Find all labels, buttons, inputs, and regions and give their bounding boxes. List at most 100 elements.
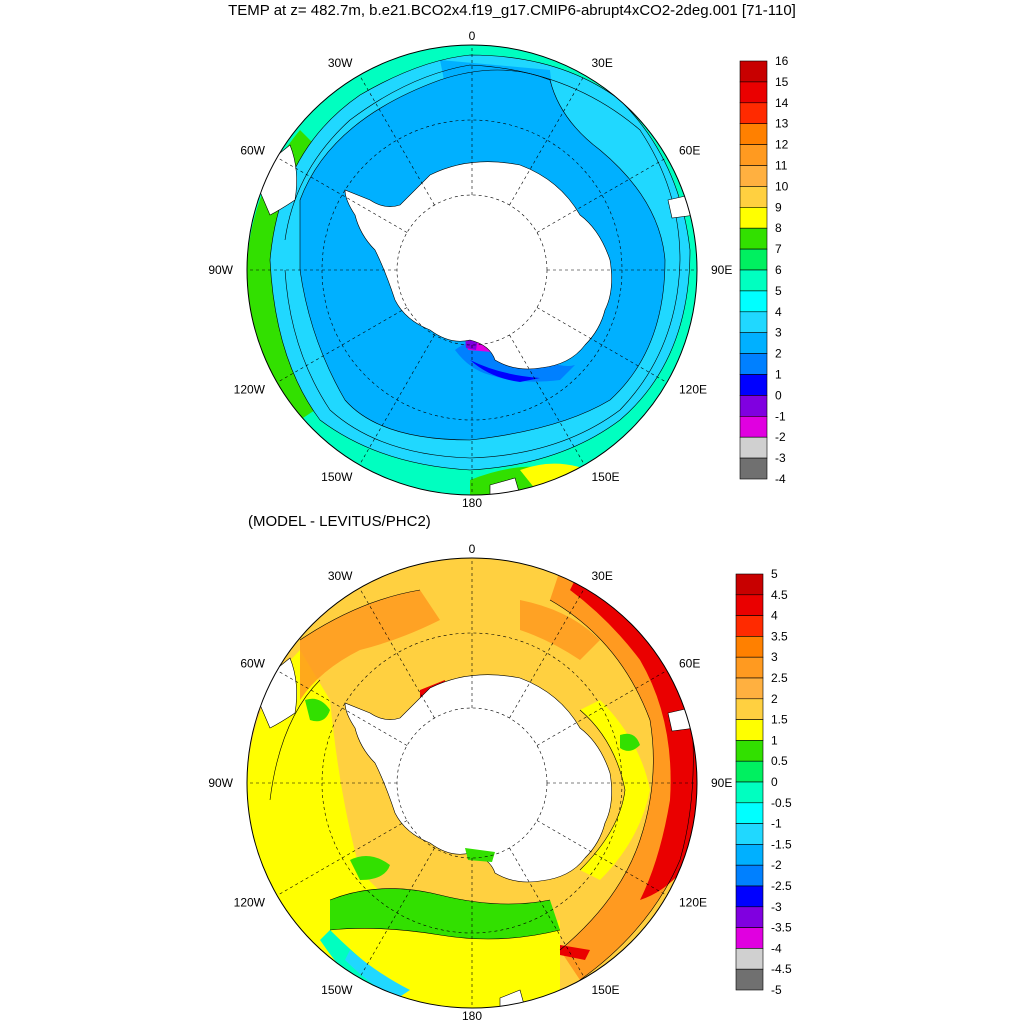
colorbar-tick-label: 4 [775, 305, 782, 319]
colorbar-tick-label: -0.5 [771, 796, 792, 810]
bottom-graticule [247, 558, 697, 1008]
top-lon-label: 120E [679, 383, 707, 397]
top-lon-label: 180 [462, 496, 482, 510]
top-polar-map: 0 30E 60E 90E 120E 150E 180 150W 120W 90W 60W 30W [208, 29, 732, 510]
colorbar-swatch [739, 436, 768, 459]
bot-lon-label: 30W [328, 569, 353, 583]
bot-lon-label: 0 [469, 542, 476, 556]
bot-lon-label: 150E [592, 983, 620, 997]
colorbar-swatch [735, 636, 764, 658]
colorbar-swatch [739, 395, 768, 417]
top-lon-label: 60E [679, 144, 700, 158]
bottom-map-title: (MODEL - LEVITUS/PHC2) [248, 513, 431, 530]
colorbar-swatch [735, 781, 764, 804]
colorbar-swatch [739, 144, 768, 166]
top-map-border [246, 44, 698, 496]
bot-lon-label: 180 [462, 1009, 482, 1023]
colorbar-tick-label: 5 [771, 567, 778, 581]
colorbar-swatch [735, 677, 764, 700]
top-meridian-line [536, 157, 668, 233]
bot-lon-label: 120W [234, 896, 266, 910]
colorbar-swatch [735, 885, 764, 908]
colorbar-tick-label: -1 [775, 409, 786, 423]
top-meridian-line [536, 307, 668, 383]
top-lon-label: 90E [711, 263, 732, 277]
colorbar-swatch [735, 948, 764, 970]
colorbar-swatch [739, 332, 768, 354]
top-lon-label: 150W [321, 470, 353, 484]
top-lon-label: 150E [592, 470, 620, 484]
colorbar-swatch [735, 802, 764, 824]
colorbar-tick-label: -4.5 [771, 962, 792, 976]
colorbar-tick-label: 15 [775, 75, 789, 89]
colorbar-swatch [739, 269, 768, 292]
colorbar-swatch [735, 594, 764, 616]
top-map-field [247, 45, 697, 495]
colorbar-tick-label: 7 [775, 242, 782, 256]
colorbar-tick-label: 2 [771, 692, 778, 706]
colorbar-swatch [735, 698, 764, 720]
colorbar-tick-label: -4 [775, 472, 786, 486]
colorbar-tick-label: 1 [771, 733, 778, 747]
colorbar-swatch [739, 353, 768, 375]
top-meridian-line [276, 307, 408, 383]
bot-meridian-line [536, 670, 668, 746]
bot-lon-label: 150W [321, 983, 353, 997]
bottom-polar-map: 0 30E 60E 90E 120E 150E 180 150W 120W 90W 60W 30W [208, 542, 732, 1023]
top-meridian-line [359, 74, 435, 206]
colorbar-tick-label: 10 [775, 179, 789, 193]
colorbar-tick-label: 2 [775, 347, 782, 361]
colorbar-swatch [735, 719, 764, 741]
top-meridian-line [509, 74, 585, 206]
top-lon-label: 90W [208, 263, 233, 277]
colorbar-swatch [735, 760, 764, 783]
colorbar-tick-label: 14 [775, 96, 789, 110]
top-lon-label: 120W [234, 383, 266, 397]
colorbar-swatch [735, 968, 764, 991]
top-lon-label: 30W [328, 56, 353, 70]
colorbar-swatch [735, 844, 764, 866]
bot-lon-label: 60W [240, 657, 265, 671]
colorbar-tick-label: 0 [771, 775, 778, 789]
colorbar-tick-label: 1.5 [771, 713, 788, 727]
bottom-antarctica-land [344, 674, 612, 883]
colorbar-swatch [739, 290, 768, 313]
bot-meridian-line [509, 587, 585, 719]
top-map-title: TEMP at z= 482.7m, b.e21.BCO2x4.f19_g17.… [228, 2, 796, 19]
top-antarctica-land [344, 161, 612, 370]
colorbar-tick-label: -3 [771, 900, 782, 914]
bot-lon-label: 90E [711, 776, 732, 790]
colorbar-swatch [735, 615, 764, 637]
top-graticule [247, 45, 697, 495]
colorbar-tick-label: 0.5 [771, 754, 788, 768]
colorbar-swatch [739, 207, 768, 229]
bot-meridian-line [359, 587, 435, 719]
bottom-map-field [247, 558, 697, 1008]
colorbar-tick-label: -3 [775, 451, 786, 465]
colorbar-tick-label: 3.5 [771, 629, 788, 643]
bot-meridian-line [509, 847, 585, 979]
colorbar-swatch [739, 311, 768, 333]
colorbar-swatch [735, 740, 764, 762]
colorbar-swatch [739, 457, 768, 480]
top-meridian-line [509, 334, 585, 466]
colorbar-tick-label: -2 [775, 430, 786, 444]
top-lon-label: 60W [240, 144, 265, 158]
colorbar-tick-label: 2.5 [771, 671, 788, 685]
colorbar-tick-label: -4 [771, 941, 782, 955]
colorbar-swatch [739, 60, 768, 83]
colorbar-swatch [739, 186, 768, 208]
colorbar-tick-label: -5 [771, 983, 782, 997]
bot-lon-label: 30E [592, 569, 613, 583]
colorbar-swatch [739, 165, 768, 187]
colorbar-tick-label: 4.5 [771, 588, 788, 602]
colorbar-tick-label: -2.5 [771, 879, 792, 893]
bot-lon-label: 90W [208, 776, 233, 790]
colorbar-tick-label: 5 [775, 284, 782, 298]
colorbar-tick-label: 0 [775, 388, 782, 402]
colorbar-tick-label: 12 [775, 138, 789, 152]
colorbar-tick-label: 6 [775, 263, 782, 277]
colorbar-tick-label: -1 [771, 817, 782, 831]
top-meridian-line [276, 157, 408, 233]
